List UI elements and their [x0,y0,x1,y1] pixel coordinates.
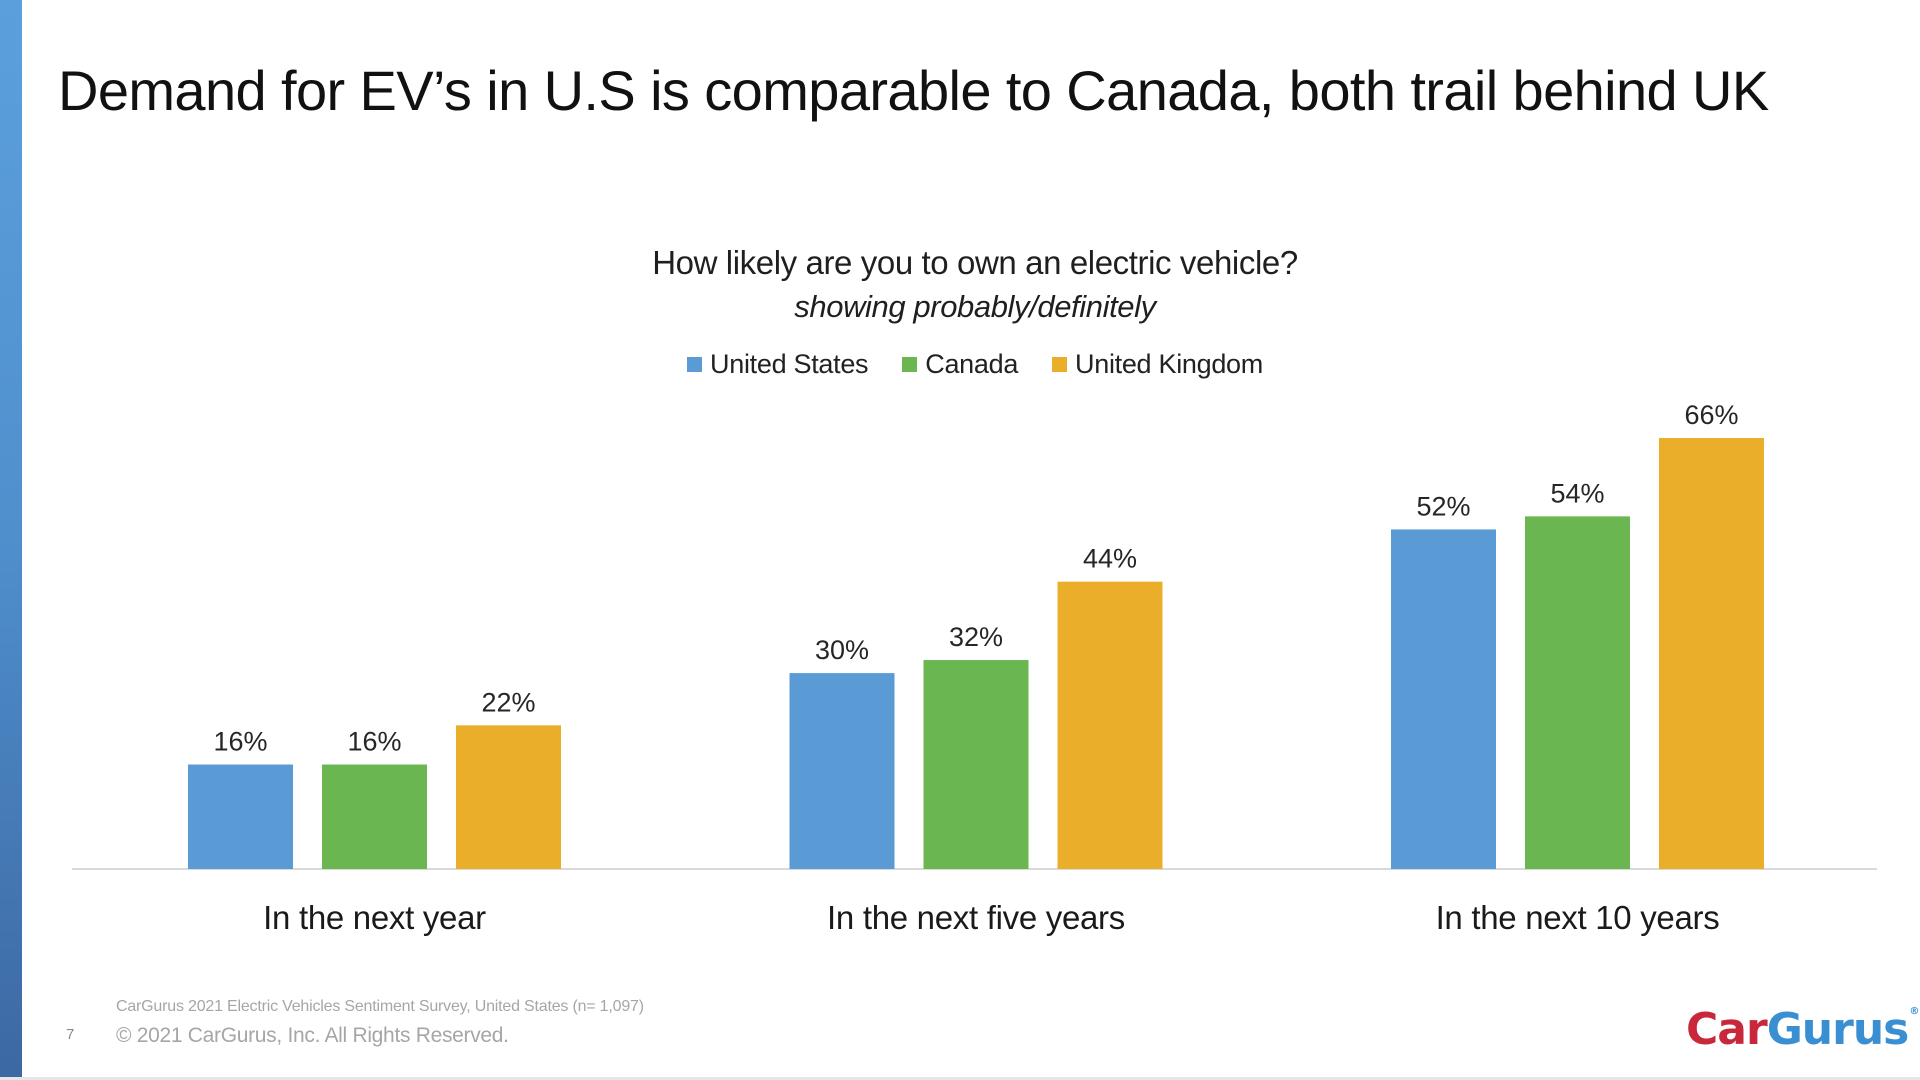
chart-legend: United States Canada United Kingdom [0,346,1920,382]
data-label-united-kingdom-in-the-next-year: 22% [481,687,535,717]
category-label-in-the-next-10-years: In the next 10 years [1436,899,1720,936]
bar-united-kingdom-in-the-next-five-years [1057,581,1163,869]
data-label-united-kingdom-in-the-next-10-years: 66% [1684,400,1738,430]
chart-subtitle: showing probably/definitely [794,289,1156,324]
slide-bottom-rule [0,1077,1920,1080]
registered-mark-icon: ® [1909,1006,1919,1017]
data-label-united-states-in-the-next-five-years: 30% [815,635,869,665]
bar-united-states-in-the-next-10-years [1391,529,1496,869]
category-label-in-the-next-year: In the next year [263,899,486,936]
category-label-in-the-next-five-years: In the next five years [827,899,1125,936]
data-label-canada-in-the-next-five-years: 32% [949,622,1003,652]
legend-label: Canada [925,349,1019,379]
legend-item-canada: Canada [902,346,1018,382]
data-labels-layer: 16% 16% 22% 30% 32% 44% 52% 54% 66% [213,400,1738,757]
data-label-united-states-in-the-next-year: 16% [213,727,267,757]
logo-text-gurus: Gurus [1766,1004,1910,1055]
page-number: 7 [66,1026,75,1043]
legend-swatch-united-states [687,356,703,372]
legend-swatch-canada [902,356,918,372]
source-note: CarGurus 2021 Electric Vehicles Sentimen… [116,998,644,1015]
slide-title: Demand for EV’s in U.S is comparable to … [58,59,1769,122]
logo-text-car: Car [1686,1004,1768,1055]
category-labels-layer: In the next year In the next five years In… [263,899,1720,936]
legend-item-united-states: United States [687,346,869,382]
bar-united-states-in-the-next-year [188,764,293,869]
data-label-united-states-in-the-next-10-years: 52% [1416,491,1470,521]
legend-item-united-kingdom: United Kingdom [1052,346,1263,382]
bar-united-kingdom-in-the-next-year [456,725,561,869]
bar-canada-in-the-next-year [322,764,427,869]
bar-canada-in-the-next-five-years [923,660,1029,869]
legend-label: United States [710,349,869,379]
bars-layer [188,438,1764,869]
bar-united-states-in-the-next-five-years [789,673,895,869]
data-label-united-kingdom-in-the-next-five-years: 44% [1083,544,1137,574]
cargurus-logo: Car Gurus ® [1686,1004,1919,1055]
chart-title: How likely are you to own an electric ve… [652,244,1298,281]
slide-accent-bar [0,0,22,1078]
bar-canada-in-the-next-10-years [1525,516,1630,869]
legend-swatch-united-kingdom [1052,356,1068,372]
data-label-canada-in-the-next-10-years: 54% [1550,478,1604,508]
data-label-canada-in-the-next-year: 16% [347,727,401,757]
bar-united-kingdom-in-the-next-10-years [1659,438,1764,869]
legend-label: United Kingdom [1075,349,1263,379]
copyright-notice: © 2021 CarGurus, Inc. All Rights Reserve… [116,1024,509,1047]
